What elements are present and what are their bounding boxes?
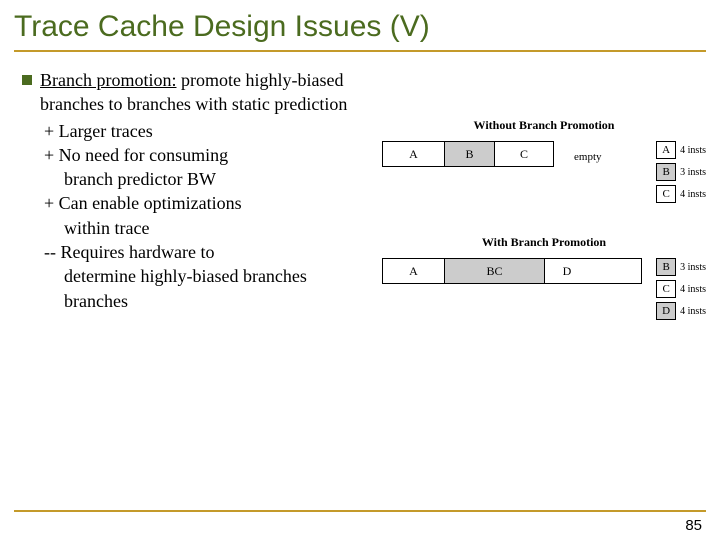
point-sym: +	[44, 145, 54, 165]
bullet-col	[22, 68, 40, 352]
side-row: D 4 insts	[656, 302, 706, 320]
side-row: B 3 insts	[656, 163, 706, 181]
bullet-icon	[22, 75, 32, 85]
side-box: D	[656, 302, 676, 320]
side-row: B 3 insts	[656, 258, 706, 276]
side-row: C 4 insts	[656, 280, 706, 298]
side-row: A 4 insts	[656, 141, 706, 159]
with-row: A BC D B 3 insts C 4 insts D 4 insts	[382, 258, 706, 346]
side-row: C 4 insts	[656, 185, 706, 203]
footer-rule	[14, 510, 706, 512]
side-insts: 3 insts	[680, 167, 706, 178]
side-box: B	[656, 258, 676, 276]
point-cont: branch predictor BW	[44, 167, 376, 191]
empty-label: empty	[568, 145, 602, 163]
point-sym: +	[44, 193, 54, 213]
point-sym: +	[44, 121, 54, 141]
diagrams: Without Branch Promotion A B C empty A 4…	[376, 68, 706, 352]
without-row: A B C empty A 4 insts B 3 insts C	[382, 141, 706, 229]
seg-bc: BC	[445, 259, 545, 283]
without-trace: A B C	[382, 141, 554, 167]
side-box: C	[656, 185, 676, 203]
seg-a2: A	[383, 259, 445, 283]
point-text: Larger traces	[59, 121, 153, 141]
side-insts: 4 insts	[680, 306, 706, 317]
without-title: Without Branch Promotion	[382, 118, 706, 133]
side-insts: 4 insts	[680, 284, 706, 295]
slide-title: Trace Cache Design Issues (V)	[0, 0, 720, 50]
side-insts: 3 insts	[680, 262, 706, 273]
seg-c: C	[495, 142, 553, 166]
point: + Larger traces	[40, 119, 376, 143]
point: + Can enable optimizations within trace	[40, 191, 376, 240]
lead-underlined: Branch promotion:	[40, 70, 176, 90]
with-title: With Branch Promotion	[382, 235, 706, 250]
with-trace: A BC D	[382, 258, 642, 284]
text-col: Branch promotion: promote highly-biased …	[40, 68, 376, 352]
point-cont: branches	[44, 289, 376, 313]
side-box: B	[656, 163, 676, 181]
with-side: B 3 insts C 4 insts D 4 insts	[656, 258, 706, 324]
point: + No need for consuming branch predictor…	[40, 143, 376, 192]
point-text: Can enable optimizations	[59, 193, 242, 213]
point-text: Requires hardware to	[61, 242, 215, 262]
seg-d: D	[545, 259, 589, 283]
lead-text: Branch promotion: promote highly-biased …	[40, 68, 376, 117]
point: -- Requires hardware to determine highly…	[40, 240, 376, 313]
point-cont: determine highly-biased branches	[44, 264, 376, 288]
page-number: 85	[685, 517, 702, 534]
seg-b: B	[445, 142, 495, 166]
point-text: No need for consuming	[59, 145, 228, 165]
without-side: A 4 insts B 3 insts C 4 insts	[656, 141, 706, 207]
point-sym: --	[44, 242, 56, 262]
points-list: + Larger traces + No need for consuming …	[40, 119, 376, 313]
side-insts: 4 insts	[680, 189, 706, 200]
side-box: C	[656, 280, 676, 298]
seg-a: A	[383, 142, 445, 166]
content-area: Branch promotion: promote highly-biased …	[0, 52, 720, 352]
side-box: A	[656, 141, 676, 159]
side-insts: 4 insts	[680, 145, 706, 156]
point-cont: within trace	[44, 216, 376, 240]
